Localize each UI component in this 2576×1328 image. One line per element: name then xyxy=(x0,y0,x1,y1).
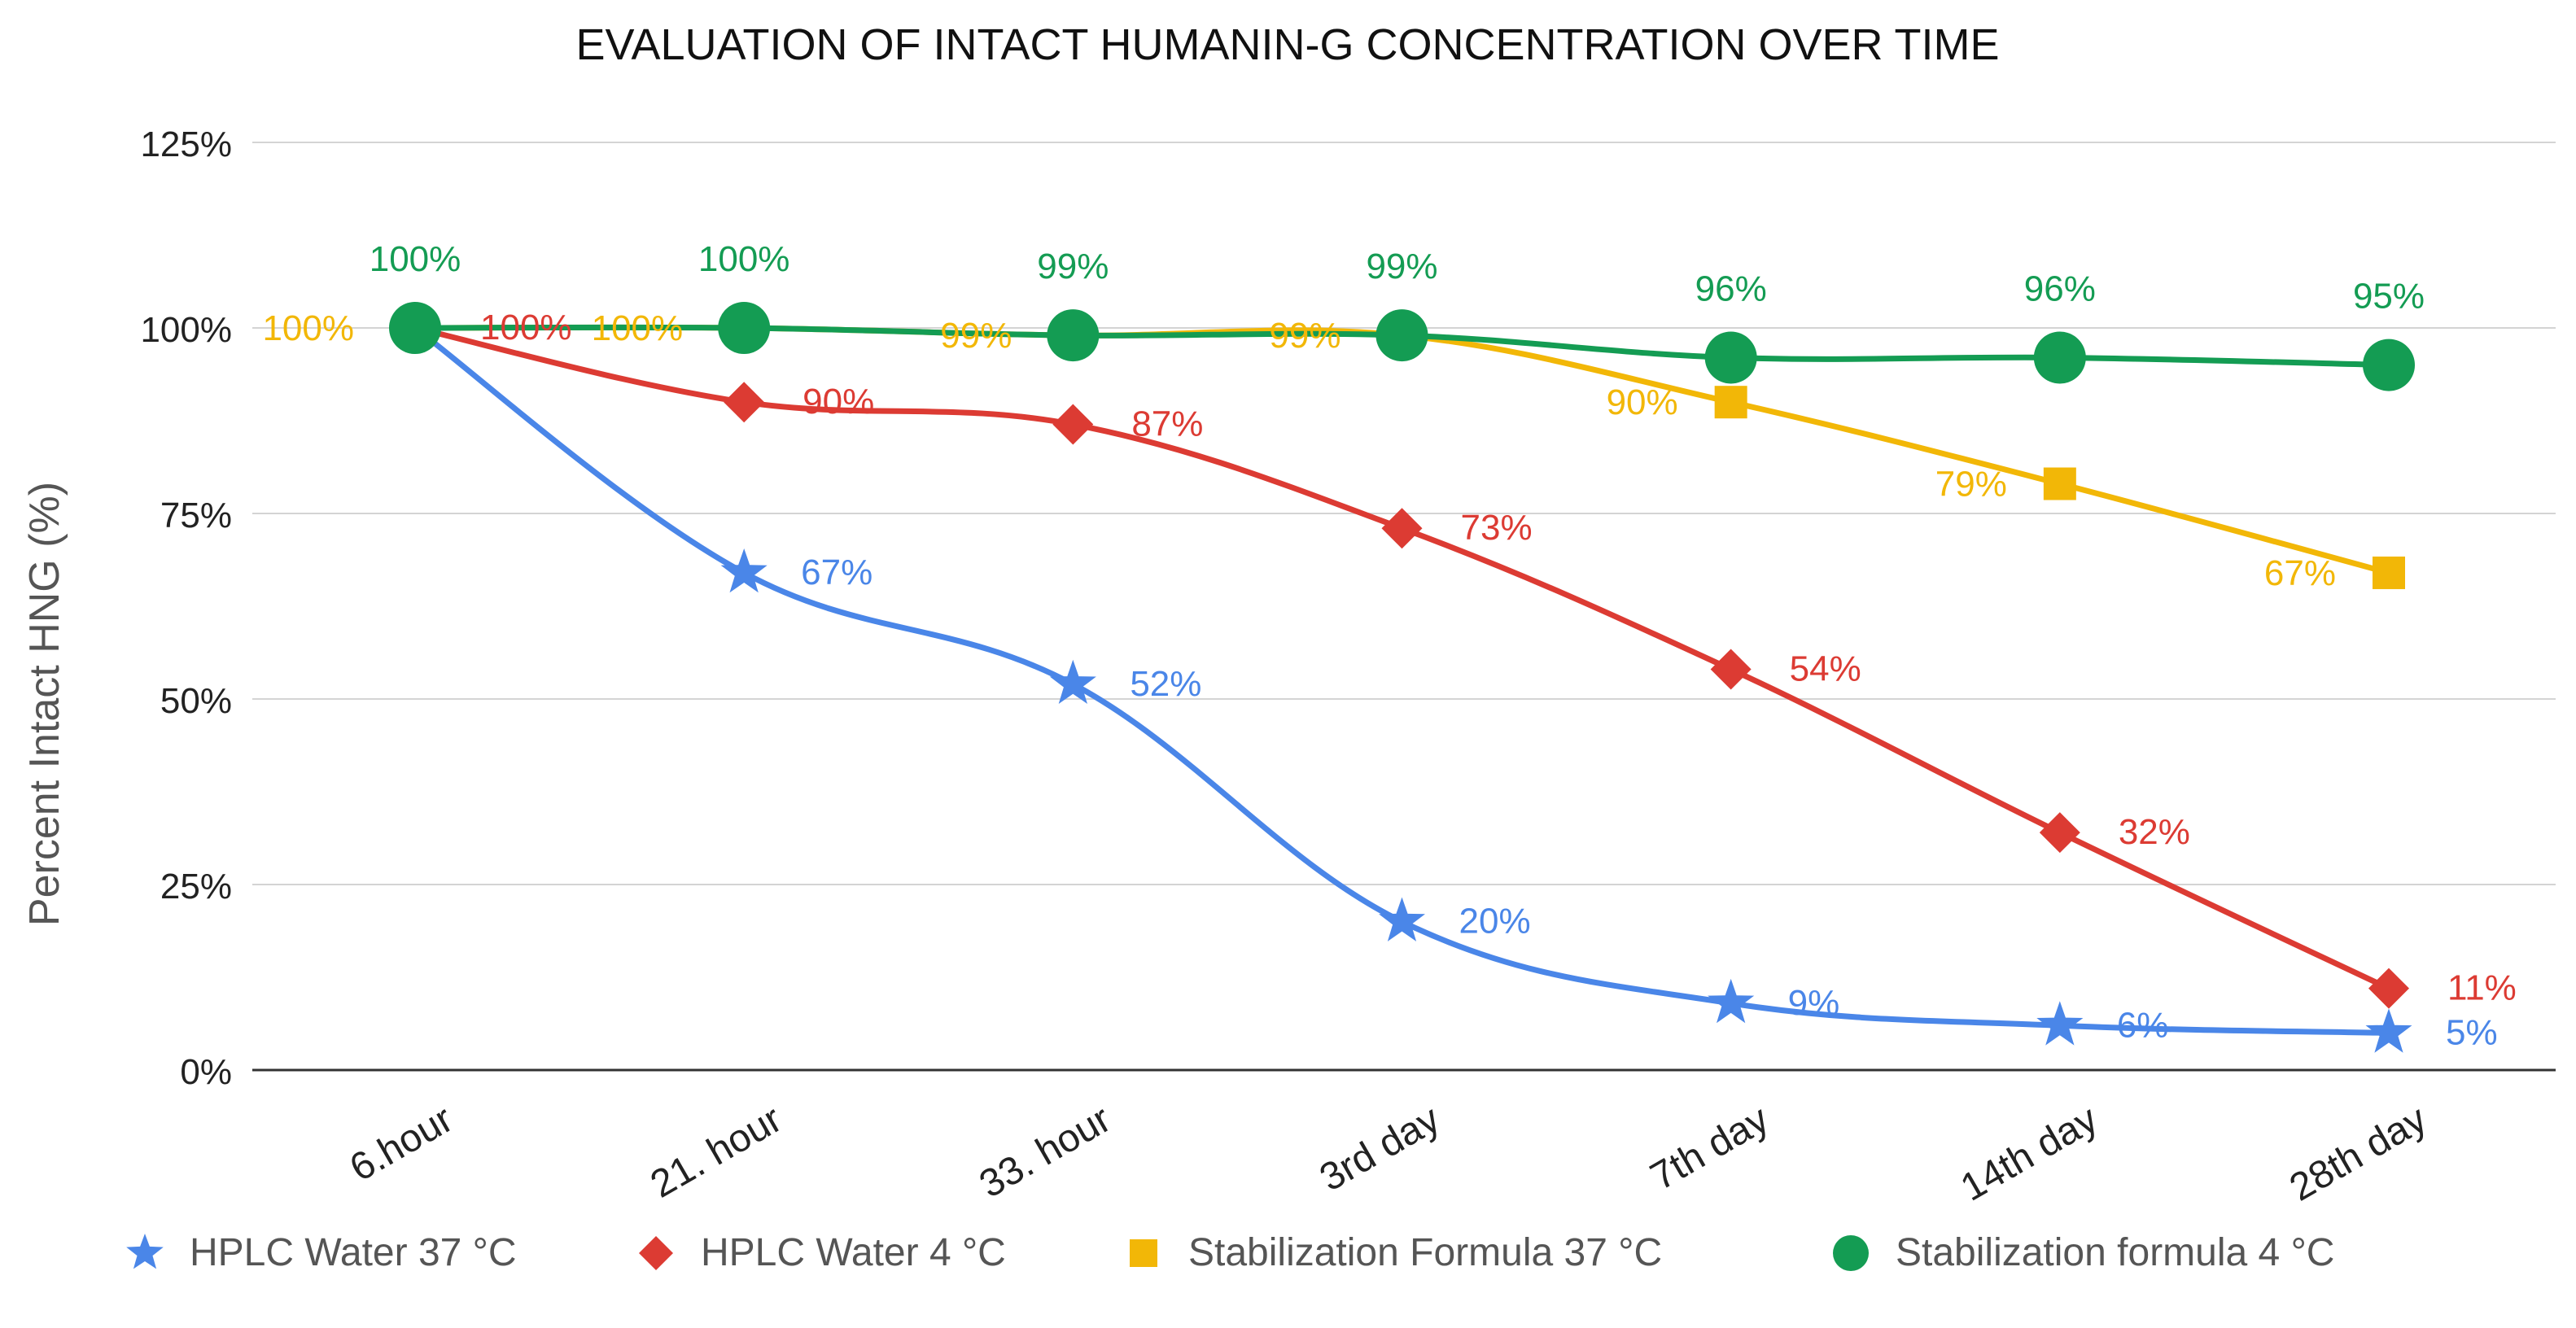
legend-marker-square xyxy=(1130,1239,1157,1267)
x-tick-label: 33. hour xyxy=(973,1098,1118,1207)
series-4-point xyxy=(2033,331,2086,384)
series-1-point xyxy=(1049,659,1096,704)
series-2-point xyxy=(1052,404,1094,445)
x-tick-label: 7th day xyxy=(1643,1098,1776,1199)
x-tick-label: 6.hour xyxy=(343,1098,460,1190)
legend: HPLC Water 37 °C HPLC Water 4 °C Stabiliza… xyxy=(126,1231,2334,1274)
legend-marker-diamond xyxy=(639,1236,673,1270)
x-tick-label: 21. hour xyxy=(644,1098,789,1207)
series-2-point xyxy=(2368,968,2409,1009)
chart-title: EVALUATION OF INTACT HUMANIN-G CONCENTRA… xyxy=(575,20,1999,69)
legend-label: Stabilization formula 4 °C xyxy=(1896,1231,2334,1274)
data-label: 95% xyxy=(2353,277,2425,317)
data-labels: 67% 52% 20% 9% 6% 5% 100% 90% 87% 73% 54% 32% 11% 100… xyxy=(262,239,2516,1052)
data-label: 9% xyxy=(1788,983,1840,1023)
y-axis-ticks: 0% 25% 50% 75% 100% 125% xyxy=(140,124,232,1092)
y-tick-label: 50% xyxy=(160,681,232,721)
data-label: 67% xyxy=(801,553,873,592)
y-tick-label: 0% xyxy=(180,1052,232,1092)
x-tick-label: 3rd day xyxy=(1313,1098,1447,1200)
series-3-point xyxy=(2373,556,2405,589)
data-label: 100% xyxy=(592,308,684,348)
legend-marker-star xyxy=(126,1234,164,1269)
series-line-2 xyxy=(412,325,2392,992)
data-label: 87% xyxy=(1131,404,1203,444)
series-1-point xyxy=(720,548,768,593)
data-label: 6% xyxy=(2117,1005,2169,1045)
data-label: 100% xyxy=(698,239,790,279)
y-axis-label: Percent Intact HNG (%) xyxy=(21,482,68,926)
data-label: 99% xyxy=(1037,247,1109,286)
data-label: 99% xyxy=(940,316,1012,356)
data-label: 100% xyxy=(262,308,354,348)
series-2-point xyxy=(1710,649,1752,690)
series-1-point xyxy=(1379,897,1425,941)
data-label: 90% xyxy=(1607,382,1678,422)
series-1-point xyxy=(2365,1008,2412,1053)
x-tick-label: 28th day xyxy=(2283,1098,2434,1210)
legend-label: HPLC Water 4 °C xyxy=(701,1231,1006,1274)
series-4-point xyxy=(1047,309,1100,362)
data-label: 100% xyxy=(370,239,461,279)
series-2-point xyxy=(1381,508,1423,549)
x-tick-label: 14th day xyxy=(1953,1098,2105,1210)
data-label: 99% xyxy=(1366,247,1437,286)
series-1-point xyxy=(1708,978,1755,1024)
data-label: 96% xyxy=(2024,269,2096,308)
series-markers xyxy=(389,302,2415,1053)
series-4-point xyxy=(2363,339,2415,391)
legend-marker-circle xyxy=(1833,1235,1869,1271)
series-2-point xyxy=(2039,812,2080,854)
legend-label: Stabilization Formula 37 °C xyxy=(1188,1231,1662,1274)
series-4-point xyxy=(1704,331,1757,384)
series-3-point xyxy=(1714,386,1747,419)
series-2-point xyxy=(724,382,765,423)
data-label: 20% xyxy=(1459,902,1531,941)
data-label: 99% xyxy=(1269,316,1340,356)
data-label: 32% xyxy=(2119,812,2190,852)
data-label: 73% xyxy=(1461,508,1533,548)
y-tick-label: 125% xyxy=(140,124,232,164)
y-tick-label: 75% xyxy=(160,496,232,535)
data-label: 96% xyxy=(1695,269,1767,308)
y-tick-label: 25% xyxy=(160,867,232,906)
series-4-point xyxy=(718,302,771,354)
data-label: 100% xyxy=(480,308,572,347)
data-label: 90% xyxy=(803,382,874,422)
data-label: 67% xyxy=(2264,553,2336,593)
data-label: 5% xyxy=(2446,1012,2498,1052)
data-label: 52% xyxy=(1130,664,1201,704)
y-tick-label: 100% xyxy=(140,310,232,350)
series-1-point xyxy=(2036,1001,2084,1046)
legend-label: HPLC Water 37 °C xyxy=(190,1231,517,1274)
data-label: 54% xyxy=(1790,649,1861,689)
x-axis-ticks: 6.hour 21. hour 33. hour 3rd day 7th day 14th… xyxy=(343,1098,2434,1210)
data-label: 79% xyxy=(1935,465,2007,505)
series-4-point xyxy=(389,302,441,354)
data-label: 11% xyxy=(2447,968,2517,1008)
series-4-point xyxy=(1375,309,1428,362)
series-3-point xyxy=(2043,467,2076,500)
